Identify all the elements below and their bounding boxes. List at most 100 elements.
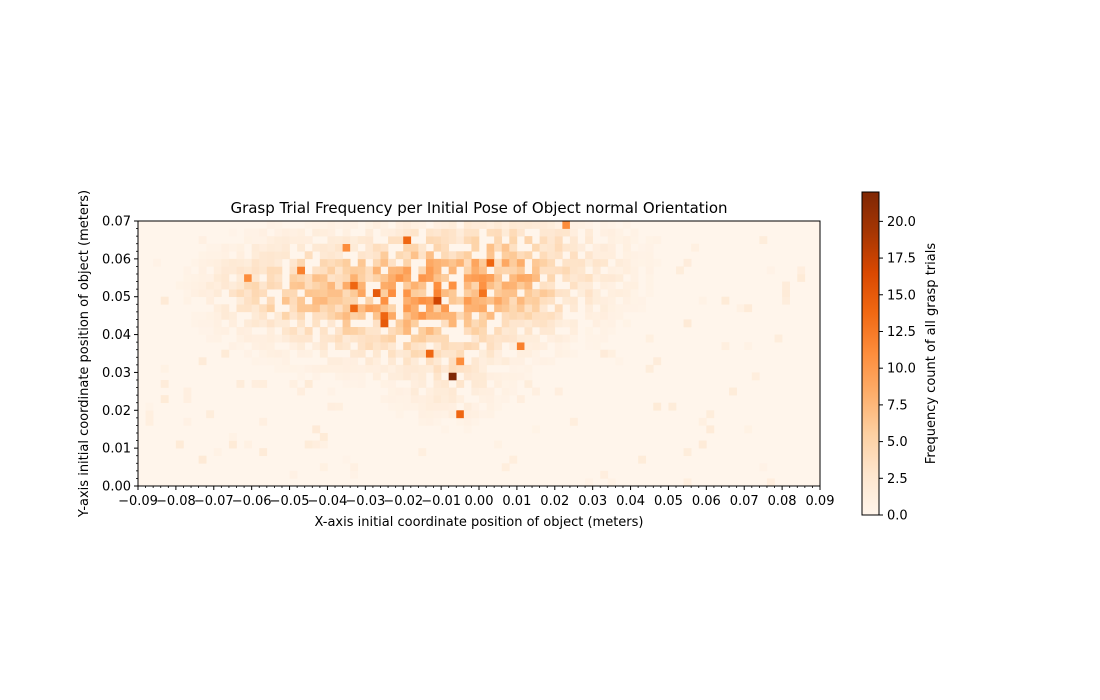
heatmap-cell [327,274,336,282]
heatmap-cell [259,380,268,388]
heatmap-cell [600,274,609,282]
heatmap-cell [297,364,306,373]
heatmap-cell [509,296,518,305]
heatmap-cell [622,304,631,313]
heatmap-cell [425,387,434,396]
heatmap-cell [319,433,328,441]
heatmap-cell [433,387,442,396]
heatmap-cell [342,357,351,366]
heatmap-cell [251,357,260,366]
heatmap-cell [532,266,540,275]
heatmap-cell [433,258,442,267]
heatmap-cell [327,334,336,343]
heatmap-cell [463,289,472,298]
heatmap-cell [736,304,745,313]
heatmap-cell [266,357,275,366]
heatmap-cell [410,364,419,373]
heatmap-cell [471,281,480,290]
heatmap-cell [463,251,472,260]
heatmap-cell [751,372,760,381]
heatmap-cell [562,274,571,282]
heatmap-cell [304,349,313,358]
heatmap-cell [479,289,487,298]
heatmap-cell [509,380,518,388]
colorbar-tick-label: 15.0 [887,288,916,303]
heatmap-cell [516,372,525,381]
heatmap-cell [183,274,192,282]
heatmap-cell [357,274,366,282]
heatmap-cell [622,319,631,328]
heatmap-cell [456,417,465,426]
heatmap-cell [509,243,518,252]
heatmap-cell [206,410,215,419]
heatmap-cell [297,274,306,282]
heatmap-cell [463,296,472,305]
heatmap-cell [274,228,283,237]
heatmap-cell [509,228,518,237]
heatmap-cell [160,395,169,404]
heatmap-cell [539,311,548,320]
heatmap-cell [441,319,449,328]
heatmap-cell [425,327,434,335]
heatmap-cell [410,349,419,358]
heatmap-cell [494,342,503,351]
heatmap-cell [380,228,389,237]
heatmap-cell [388,342,396,351]
heatmap-cell [721,342,730,351]
heatmap-cell [410,311,419,320]
heatmap-cell [380,364,389,373]
heatmap-cell [630,236,639,245]
heatmap-cell [236,289,245,298]
heatmap-cell [585,228,593,237]
y-tick-label: 0.04 [102,328,131,343]
heatmap-cell [259,281,268,290]
heatmap-cell [782,289,790,298]
heatmap-cell [206,311,215,320]
heatmap-cell [645,258,654,267]
heatmap-cell [676,266,684,275]
heatmap-cell [335,266,343,275]
heatmap-cell [388,334,396,343]
heatmap-cell [327,319,336,328]
heatmap-cell [524,311,533,320]
heatmap-cell [744,425,753,434]
x-tick-label: 0.05 [654,494,683,509]
heatmap-cell [622,236,631,245]
heatmap-cell [494,228,503,237]
heatmap-cell [494,372,503,381]
heatmap-cell [350,274,359,282]
heatmap-cell [395,319,404,328]
heatmap-cell [259,236,268,245]
heatmap-cell [251,342,260,351]
heatmap-cell [327,258,336,267]
heatmap-cell [471,342,480,351]
heatmap-cell [433,296,442,305]
heatmap-cell [532,319,540,328]
heatmap-cell [319,228,328,237]
heatmap-cell [524,251,533,260]
heatmap-cell [607,289,616,298]
heatmap-cell [251,274,260,282]
heatmap-cell [418,417,427,426]
heatmap-cell [494,327,503,335]
heatmap-cell [221,243,230,252]
heatmap-cell [213,304,222,313]
heatmap-cell [342,228,351,237]
heatmap-cell [706,410,715,419]
heatmap-cell [327,289,336,298]
heatmap-cell [206,319,215,328]
heatmap-cell [372,221,381,229]
heatmap-cell [388,349,396,358]
heatmap-cell [532,296,540,305]
heatmap-cell [516,395,525,404]
heatmap-cell [547,221,556,229]
heatmap-cell [251,258,260,267]
heatmap-cell [463,364,472,373]
heatmap-cell [251,380,260,388]
heatmap-cell [486,387,495,396]
y-tick-label: 0.05 [102,290,131,305]
heatmap-cell [585,342,593,351]
heatmap-cell [335,236,343,245]
heatmap-cell [433,274,442,282]
heatmap-cell [562,296,571,305]
